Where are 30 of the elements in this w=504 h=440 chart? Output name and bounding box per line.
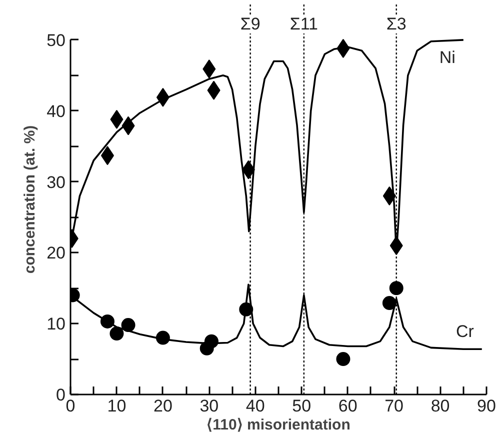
x-tick-label: 30 — [200, 396, 219, 416]
ref-line-label: Σ9 — [240, 14, 260, 34]
x-tick-label: 40 — [246, 396, 265, 416]
x-tick-label: 60 — [338, 396, 358, 416]
y-tick-label: 10 — [46, 314, 66, 334]
point — [239, 302, 254, 316]
y-tick-label: 20 — [46, 244, 66, 263]
point — [156, 330, 170, 345]
ref-line-label: Σ3 — [386, 14, 406, 34]
point — [121, 318, 136, 332]
x-tick-label: 70 — [384, 396, 404, 416]
point — [382, 296, 396, 310]
x-axis-title: ⟨110⟩ misorientation — [206, 416, 350, 434]
y-tick-label: 30 — [46, 172, 66, 192]
ref-line-label: Σ11 — [290, 14, 318, 34]
x-tick-label: 20 — [153, 396, 172, 416]
point — [110, 326, 124, 341]
point — [336, 352, 350, 366]
x-tick-label: 10 — [107, 396, 126, 416]
y-tick-label: 40 — [46, 102, 66, 121]
x-tick-label: 90 — [477, 396, 496, 416]
y-axis-title: concentration (at. %) — [22, 125, 39, 274]
series-label: Cr — [456, 322, 474, 342]
point — [389, 281, 404, 296]
x-tick-label: 80 — [430, 396, 450, 416]
series-label: Ni — [439, 48, 456, 67]
x-tick-label: 50 — [292, 396, 312, 416]
point — [100, 314, 114, 328]
point — [204, 334, 218, 348]
y-tick-label: 50 — [46, 30, 66, 50]
